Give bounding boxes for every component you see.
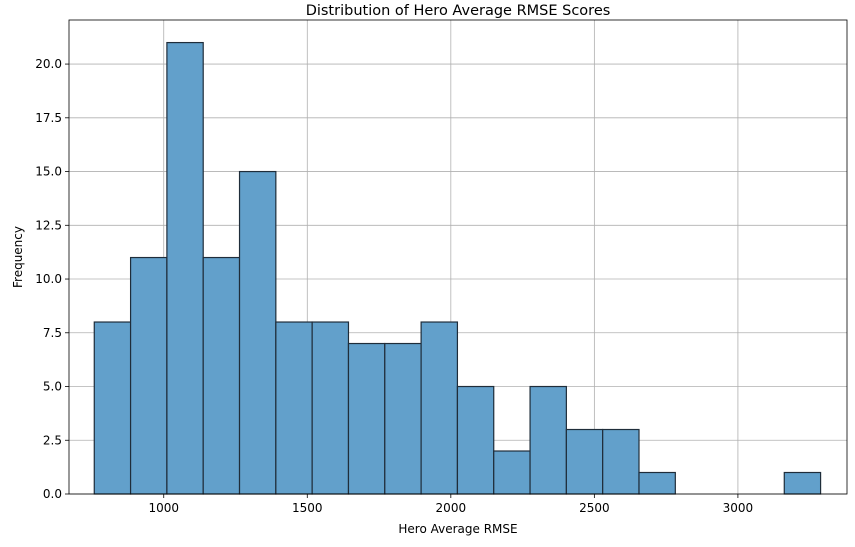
x-tick-label-1: 1500 (292, 501, 323, 515)
y-tick-label-8: 20.0 (35, 57, 62, 71)
x-axis-ticks: 1000 1500 2000 2500 3000 (148, 494, 753, 515)
x-tick-label-3: 2500 (579, 501, 610, 515)
y-tick-label-2: 5.0 (43, 380, 62, 394)
histogram-bar-2 (166, 41, 204, 495)
histogram-bar-9 (420, 321, 459, 495)
histogram-bar-15 (638, 471, 676, 495)
histogram-bar-8 (384, 342, 422, 495)
histogram-bar-11 (493, 450, 531, 495)
chart-title: Distribution of Hero Average RMSE Scores (306, 3, 611, 19)
histogram-bar-7 (347, 342, 386, 495)
histogram-bar-14 (602, 428, 640, 495)
histogram-bar-1 (129, 256, 168, 495)
histogram-bar-3 (202, 256, 241, 495)
histogram-bar-0 (93, 321, 132, 495)
histogram-bar-5 (275, 321, 313, 495)
y-tick-label-6: 15.0 (35, 165, 62, 179)
histogram-bar-19 (783, 471, 822, 495)
histogram-bar-12 (529, 385, 567, 495)
histogram-bar-10 (456, 385, 495, 495)
x-tick-label-4: 3000 (723, 501, 754, 515)
plot-frame (68, 19, 848, 495)
y-tick-label-1: 2.5 (43, 433, 62, 447)
y-tick-label-4: 10.0 (35, 272, 62, 286)
x-tick-label-2: 2000 (436, 501, 467, 515)
y-tick-label-3: 7.5 (43, 326, 62, 340)
histogram-bar-6 (311, 321, 350, 495)
y-tick-label-0: 0.0 (43, 487, 62, 501)
y-axis-label: Frequency (11, 226, 25, 288)
x-tick-label-0: 1000 (148, 501, 179, 515)
y-tick-label-5: 12.5 (35, 218, 62, 232)
y-tick-label-7: 17.5 (35, 111, 62, 125)
y-axis-ticks: 0.0 2.5 5.0 7.5 10.0 12.5 15.0 17.5 20.0 (35, 57, 69, 501)
histogram-bar-13 (565, 428, 604, 495)
histogram-bars (93, 41, 822, 495)
histogram-bar-4 (238, 170, 277, 495)
x-axis-label: Hero Average RMSE (398, 522, 517, 536)
